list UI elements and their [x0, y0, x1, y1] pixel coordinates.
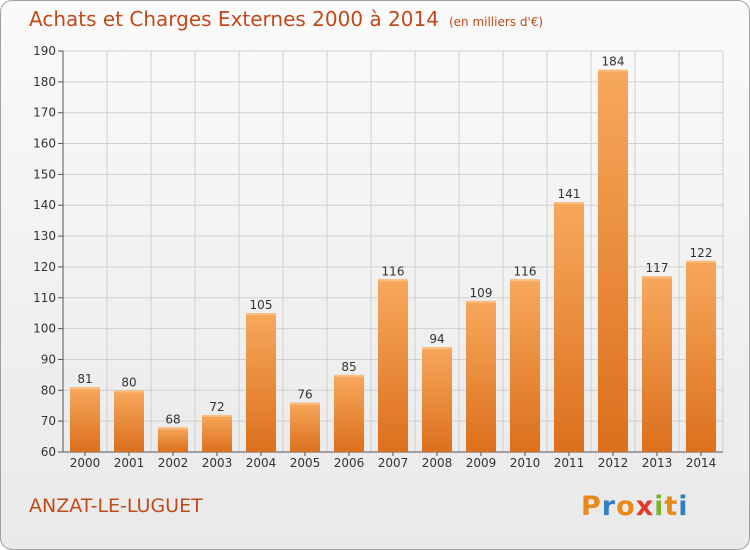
- bar-value-label: 76: [297, 388, 312, 402]
- x-tick-label: 2000: [70, 456, 101, 470]
- y-tick-label: 60: [41, 445, 56, 459]
- bar-value-label: 184: [602, 55, 625, 69]
- x-tick-label: 2009: [466, 456, 497, 470]
- bar-value-label: 109: [470, 286, 493, 300]
- bars: [70, 69, 716, 452]
- x-tick-label: 2002: [158, 456, 189, 470]
- bar: [246, 313, 276, 452]
- commune-name: ANZAT-LE-LUGUET: [29, 495, 203, 517]
- y-tick-label: 170: [33, 106, 56, 120]
- bar: [642, 276, 672, 452]
- logo-letter: x: [635, 491, 655, 522]
- logo-letter: t: [664, 491, 679, 522]
- y-tick-label: 80: [41, 383, 56, 397]
- bar-highlight: [114, 390, 144, 393]
- bar: [202, 414, 232, 452]
- x-tick-label: 2003: [202, 456, 233, 470]
- bar: [598, 69, 628, 452]
- bar: [334, 374, 364, 452]
- bar-value-label: 117: [646, 261, 669, 275]
- x-tick-label: 2011: [554, 456, 585, 470]
- bar-highlight: [554, 202, 584, 205]
- logo-letter: i: [678, 491, 689, 522]
- axes: 60 70 80 90 100 110 120 130 140 150 160 170 180 190 20…: [33, 44, 723, 470]
- bar-highlight: [686, 260, 716, 263]
- bar-value-label: 80: [121, 375, 136, 389]
- bar-highlight: [334, 374, 364, 377]
- logo-letter: r: [601, 491, 617, 522]
- bar-highlight: [642, 276, 672, 279]
- proxiti-logo: Proxiti: [581, 491, 689, 522]
- logo-letter: i: [654, 491, 665, 522]
- bar: [114, 390, 144, 452]
- x-tick-label: 2014: [686, 456, 717, 470]
- bar-value-label: 72: [209, 400, 224, 414]
- y-tick-label: 120: [33, 260, 56, 274]
- x-tick-label: 2006: [334, 456, 365, 470]
- bar-highlight: [466, 300, 496, 303]
- x-tick-label: 2010: [510, 456, 541, 470]
- bar-highlight: [202, 414, 232, 417]
- bar: [378, 279, 408, 452]
- y-tick-label: 130: [33, 229, 56, 243]
- y-tick-label: 160: [33, 137, 56, 151]
- y-tick-label: 150: [33, 167, 56, 181]
- x-tick-label: 2012: [598, 456, 629, 470]
- bar-value-label: 105: [250, 298, 273, 312]
- bar-value-label: 81: [77, 372, 92, 386]
- chart-title-text: Achats et Charges Externes 2000 à 2014: [29, 7, 439, 31]
- bar-value-label: 94: [429, 332, 444, 346]
- x-tick-label: 2007: [378, 456, 409, 470]
- logo-letter: o: [616, 491, 636, 522]
- y-tick-label: 180: [33, 75, 56, 89]
- bar-value-label: 141: [558, 187, 581, 201]
- y-tick-label: 190: [33, 44, 56, 58]
- x-tick-label: 2004: [246, 456, 277, 470]
- bar: [686, 260, 716, 452]
- bar: [70, 387, 100, 452]
- chart-title: Achats et Charges Externes 2000 à 2014 (e…: [29, 7, 543, 31]
- logo-letter: P: [581, 491, 602, 522]
- bar-value-label: 68: [165, 412, 180, 426]
- bar-highlight: [70, 387, 100, 390]
- bar-highlight: [158, 427, 188, 430]
- bar: [290, 402, 320, 452]
- y-tick-label: 100: [33, 322, 56, 336]
- data-labels: 81 80 68 72 105 76 85 116 94 109 116 141 184 117 122: [77, 55, 712, 427]
- y-tick-label: 140: [33, 198, 56, 212]
- bar-value-label: 122: [690, 246, 713, 260]
- bar-highlight: [598, 69, 628, 72]
- y-tick-label: 90: [41, 352, 56, 366]
- bar-value-label: 116: [514, 264, 537, 278]
- bar-value-label: 116: [382, 264, 405, 278]
- bar: [158, 427, 188, 452]
- y-tick-label: 70: [41, 414, 56, 428]
- bar-highlight: [422, 347, 452, 350]
- bar-highlight: [378, 279, 408, 282]
- bar-value-label: 85: [341, 360, 356, 374]
- bar: [466, 300, 496, 452]
- bar: [422, 347, 452, 452]
- bar-highlight: [290, 402, 320, 405]
- x-tick-label: 2001: [114, 456, 145, 470]
- bar-highlight: [246, 313, 276, 316]
- x-tick-label: 2005: [290, 456, 321, 470]
- x-tick-label: 2008: [422, 456, 453, 470]
- bar-highlight: [510, 279, 540, 282]
- x-tick-label: 2013: [642, 456, 673, 470]
- chart-unit-label: (en milliers d'€): [448, 15, 544, 29]
- bar: [510, 279, 540, 452]
- bar: [554, 202, 584, 452]
- y-tick-label: 110: [33, 291, 56, 305]
